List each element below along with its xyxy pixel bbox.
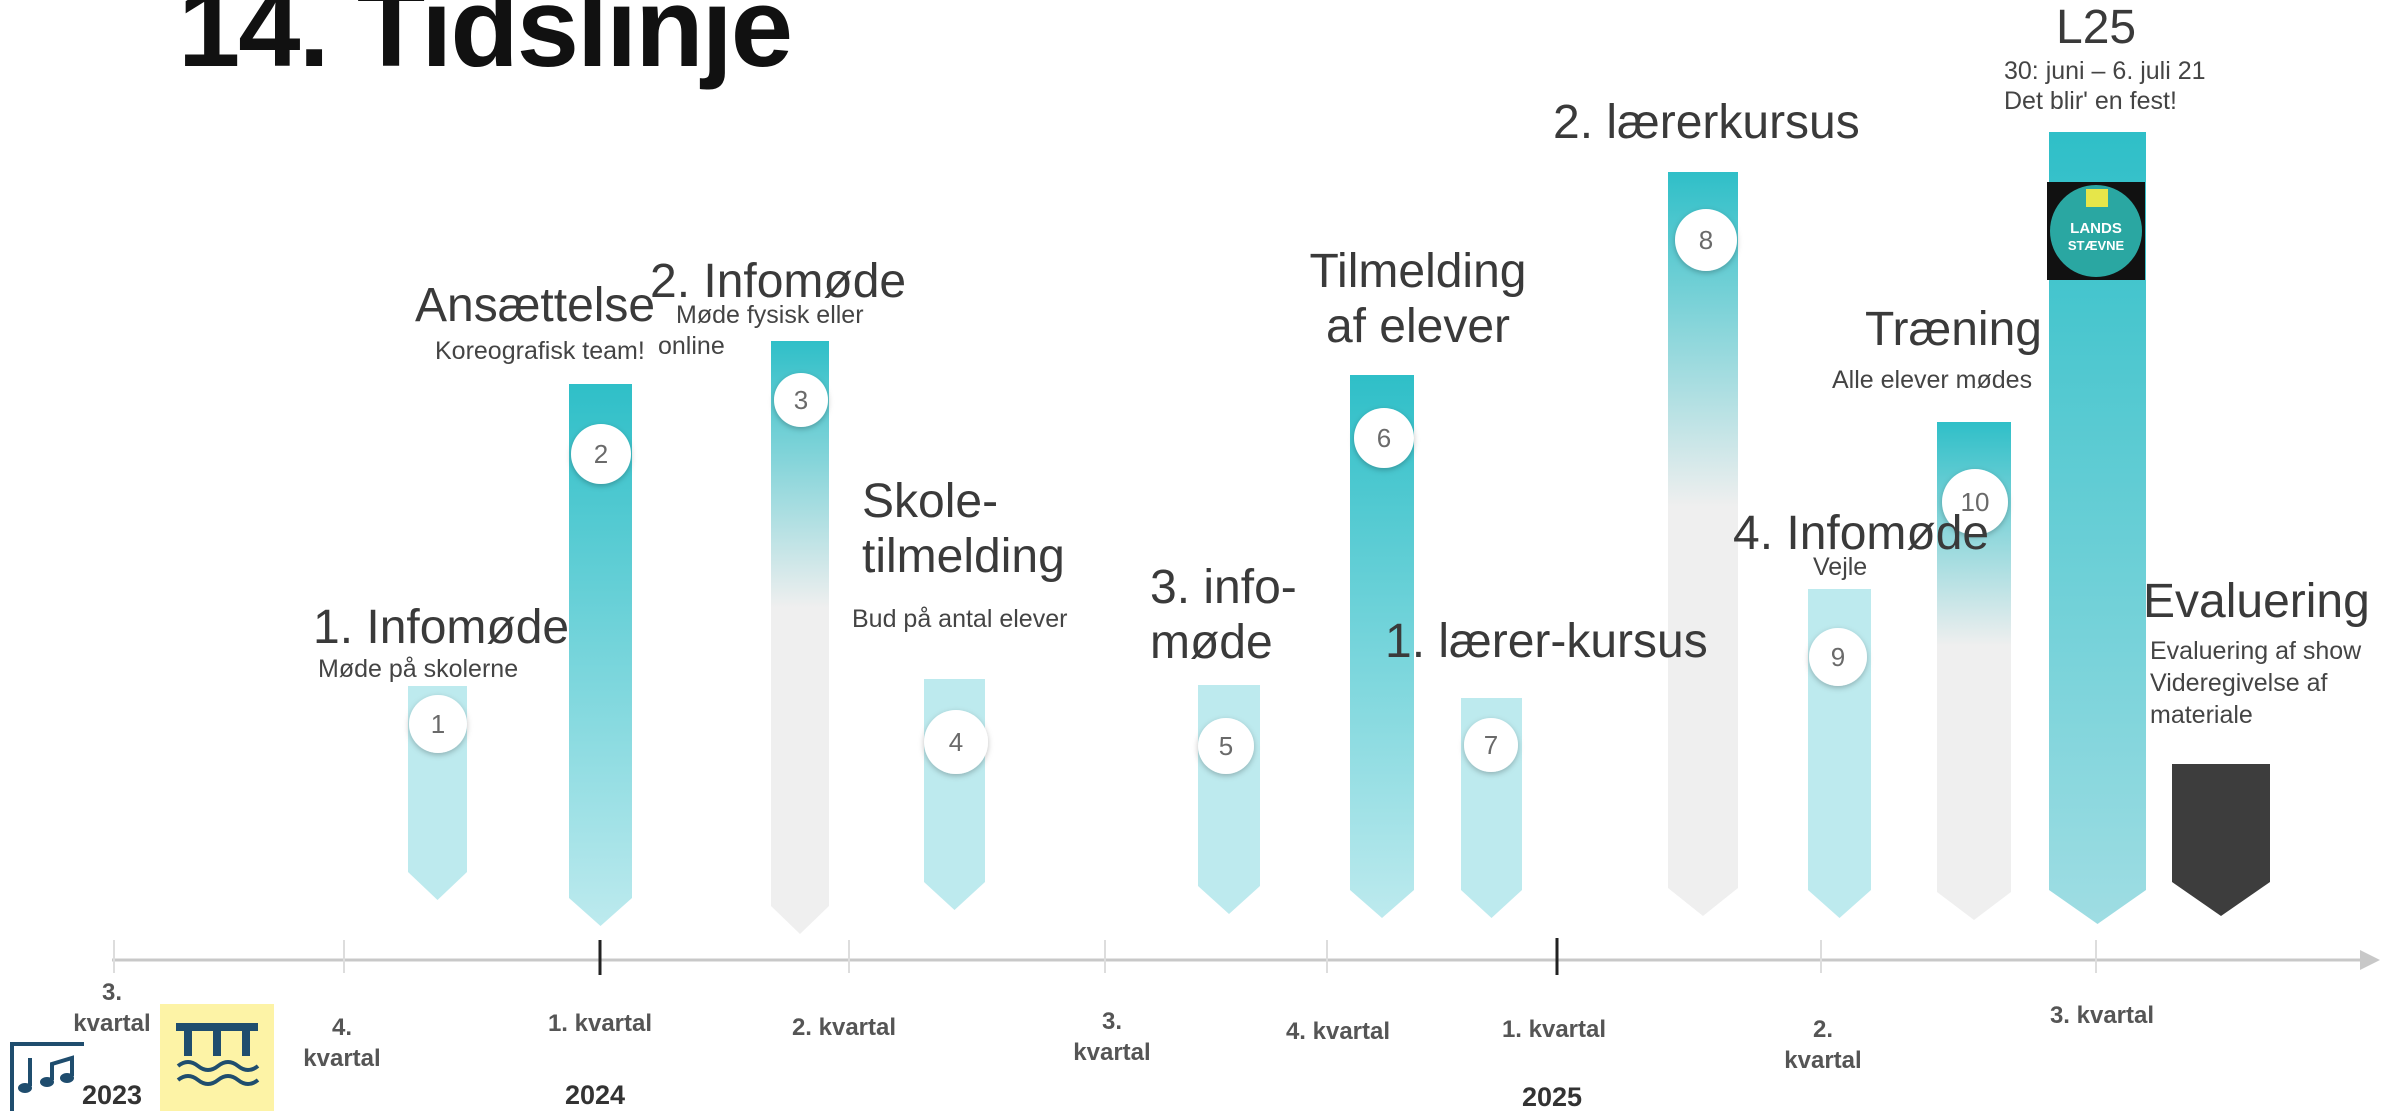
quarter-label: 1. kvartal: [1501, 1016, 1607, 1043]
evaluation-title: Evaluering: [2143, 575, 2370, 628]
badge-number-2: 2: [594, 439, 608, 469]
quarter-label: 4. kvartal: [303, 1014, 381, 1073]
svg-text:LANDS: LANDS: [2070, 220, 2122, 237]
badge-6: [1354, 408, 1414, 468]
quarter-label: 3. kvartal: [1073, 1008, 1151, 1067]
milestone-title-7: 1. lærer-kursus: [1385, 615, 1708, 668]
event-bar-l25: [2049, 132, 2146, 924]
badge-number-8: 8: [1699, 225, 1713, 255]
badge-10: [1942, 469, 2008, 535]
event-dates: 30: juni – 6. juli 21: [2004, 57, 2206, 85]
badge-1: [409, 695, 467, 753]
music-notes-icon: [10, 1042, 84, 1111]
quarter-label: 3. kvartal: [73, 979, 151, 1038]
badge-5: [1198, 718, 1254, 774]
milestone-title-6: Tilmelding af elever: [1309, 245, 1527, 354]
event-title: L25: [2056, 1, 2137, 54]
badge-number-1: 1: [431, 709, 445, 739]
badge-number-9: 9: [1831, 642, 1845, 672]
waves-logo-icon: [160, 1004, 274, 1111]
milestone-title-10: Træning: [1865, 303, 2042, 356]
axis-arrow-icon: [2360, 950, 2380, 970]
milestone-title-9: 4. Infomøde: [1733, 507, 1990, 560]
quarter-label: 2. kvartal: [791, 1014, 897, 1041]
milestone-subtitle-1: Møde på skolerne: [318, 655, 519, 683]
milestone-subtitle-2: Koreografisk team!: [435, 337, 645, 365]
milestone-bar-3: [771, 341, 829, 934]
milestone-bar-10: [1937, 422, 2011, 920]
milestone-subtitle-9: Vejle: [1813, 553, 1868, 581]
milestone-bar-8: [1668, 172, 1738, 916]
badge-number-6: 6: [1377, 423, 1391, 453]
badge-2: [571, 424, 631, 484]
evaluation-line-1: Evaluering af show: [2150, 637, 2362, 665]
badge-number-10: 10: [1961, 487, 1990, 517]
badge-number-7: 7: [1484, 730, 1498, 760]
badge-number-4: 4: [949, 727, 963, 757]
milestone-subtitle-3: Møde fysisk eller online: [658, 301, 864, 361]
badge-7: [1464, 718, 1518, 772]
milestone-title-1: 1. Infomøde: [313, 601, 570, 654]
milestone-title-8: 2. lærerkursus: [1553, 96, 1860, 149]
quarter-label: 3. kvartal: [2049, 1002, 2155, 1029]
milestone-title-3: 2. Infomøde: [650, 255, 907, 308]
evaluation-bar: [2172, 764, 2270, 916]
badge-4: [924, 710, 988, 774]
milestone-bar-6: [1350, 375, 1414, 918]
milestone-title-2: Ansættelse: [415, 279, 656, 332]
quarter-label: 2. kvartal: [1784, 1016, 1862, 1075]
event-tagline: Det blir' en fest!: [2004, 87, 2177, 115]
quarter-label: 1. kvartal: [547, 1010, 653, 1037]
badge-number-3: 3: [794, 385, 808, 415]
evaluation-line-3: materiale: [2150, 701, 2253, 729]
page-title: 14. Tidslinje: [178, 0, 793, 90]
milestone-title-5: 3. info-møde: [1150, 561, 1297, 670]
quarter-label: 4. kvartal: [1285, 1018, 1391, 1045]
year-label: 2025: [1521, 1082, 1583, 1112]
timeline-axis: [112, 938, 2380, 975]
badge-3: [774, 373, 828, 427]
svg-text:STÆVNE: STÆVNE: [2068, 238, 2125, 253]
badge-9: [1809, 628, 1867, 686]
evaluation-line-2: Videregivelse af: [2150, 669, 2328, 697]
milestone-subtitle-10: Alle elever mødes: [1832, 366, 2033, 394]
year-label: 2023: [81, 1080, 143, 1110]
year-label: 2024: [564, 1080, 626, 1110]
milestone-bar-2: [569, 384, 632, 926]
landsstaevne-logo-icon: LANDS STÆVNE: [2047, 182, 2145, 280]
badge-number-5: 5: [1219, 731, 1233, 761]
milestone-title-4: Skole-tilmelding: [862, 475, 1065, 584]
milestone-subtitle-4: Bud på antal elever: [852, 605, 1068, 633]
badge-8: [1675, 209, 1737, 271]
